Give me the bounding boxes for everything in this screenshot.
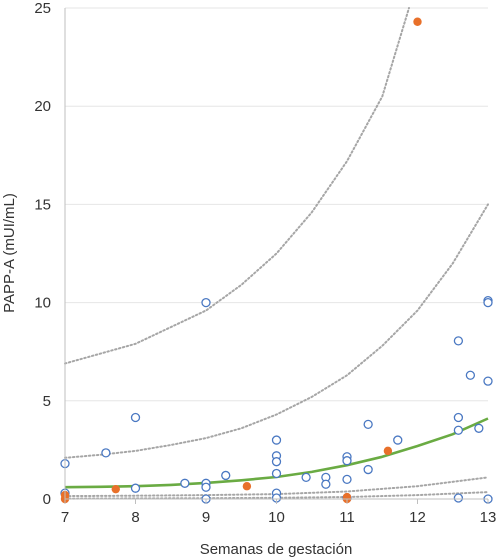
open-data-point [483,297,493,308]
reference-bands [64,7,489,500]
data-points [60,17,493,504]
x-tick-label: 13 [480,509,497,526]
y-tick-label: 25 [34,0,51,17]
x-axis-title: Semanas de gestación [200,541,353,558]
x-tick-label: 8 [131,509,139,526]
y-tick-label: 0 [43,491,51,508]
y-tick-label: 5 [43,393,51,410]
open-data-point [453,493,464,503]
open-data-point [342,474,352,485]
reference-band-line [64,7,410,365]
open-data-point [271,457,282,467]
open-data-point [271,468,282,479]
tick-labels: 7 8 9 10 11 12 13 0 5 10 15 20 25 [34,0,496,526]
y-tick-label: 10 [34,295,51,312]
x-tick-label: 7 [61,509,69,526]
open-data-point [180,478,190,488]
open-data-point [101,448,111,458]
open-data-point [363,419,373,430]
open-data-point [301,472,311,483]
open-data-point [221,470,231,481]
open-data-point [393,435,403,445]
open-data-point [453,425,464,435]
open-data-point [363,464,373,475]
open-data-point [465,370,476,380]
filled-data-point [242,482,252,491]
open-data-point [201,297,211,308]
open-data-point [321,479,331,489]
x-tick-label: 12 [409,509,426,526]
open-data-point [342,456,352,466]
filled-data-point [413,17,422,26]
y-tick-label: 15 [34,196,51,213]
axes [64,8,489,504]
open-data-point [474,423,484,433]
x-tick-label: 10 [268,509,285,526]
open-data-point [453,336,464,346]
y-tick-label: 20 [34,98,51,115]
grid [65,7,488,402]
open-data-point [130,412,141,423]
filled-data-point [383,446,393,456]
x-tick-label: 11 [339,509,355,526]
x-tick-label: 9 [202,509,210,526]
filled-data-point [111,484,120,494]
open-data-point [130,483,141,493]
open-data-point [453,412,464,423]
open-data-point [201,482,211,492]
open-data-point [483,376,493,386]
reference-band-line [64,203,489,459]
y-axis-title: PAPP-A (mUI/mL) [1,193,18,313]
open-data-point [271,435,282,445]
